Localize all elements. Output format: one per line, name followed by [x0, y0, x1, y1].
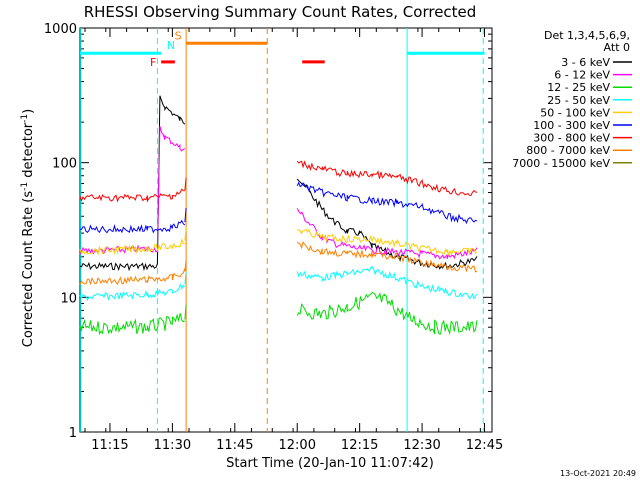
- x-tick-label: 12:00: [279, 438, 316, 453]
- x-tick-label: 12:30: [403, 438, 440, 453]
- series-line: [296, 241, 478, 273]
- legend-label: 6 - 12 keV: [554, 69, 610, 82]
- legend-label: 7000 - 15000 keV: [512, 157, 610, 170]
- series-line: [184, 271, 187, 285]
- series-line: [156, 125, 186, 249]
- series-2: [79, 291, 478, 336]
- series-line: [296, 207, 478, 260]
- y-tick-label: 100: [52, 157, 77, 172]
- series-line: [79, 261, 158, 272]
- status-label: N: [167, 39, 175, 52]
- footer-date: 13-Oct-2021 20:49: [560, 469, 636, 478]
- series-line: [184, 260, 187, 272]
- legend-label: 12 - 25 keV: [547, 81, 610, 94]
- y-axis-label-mid: detector: [21, 122, 36, 182]
- series-line: [156, 95, 186, 265]
- series-line: [79, 188, 185, 203]
- y-axis-label-main: Corrected Count Rate (s: [21, 191, 36, 348]
- series-line: [79, 283, 186, 301]
- legend-label: 300 - 800 keV: [533, 132, 610, 145]
- y-axis-label-end: ): [21, 109, 36, 114]
- y-axis-label: Corrected Count Rate (s-1 detector-1): [20, 109, 36, 347]
- series-line: [79, 238, 186, 256]
- y-tick-label: 1000: [44, 22, 77, 37]
- series-6: [79, 160, 478, 203]
- legend-header: Att 0: [604, 41, 630, 54]
- status-label: F: [150, 56, 156, 69]
- x-axis-label: Start Time (20-Jan-10 11:07:42): [226, 456, 434, 471]
- series-line: [184, 304, 187, 320]
- plot-frame: [79, 27, 493, 433]
- x-tick-label: 12:15: [341, 438, 378, 453]
- series-line: [79, 219, 186, 234]
- x-tick-label: 11:15: [91, 438, 128, 453]
- legend-label: 800 - 7000 keV: [526, 144, 610, 157]
- series-line: [79, 268, 186, 286]
- x-tick-label: 12:45: [466, 438, 503, 453]
- series-line: [296, 265, 478, 300]
- series-line: [297, 228, 478, 257]
- y-tick-label: 1: [69, 426, 77, 441]
- series-line: [296, 181, 478, 225]
- series-line: [79, 313, 186, 336]
- x-tick-label: 11:30: [154, 438, 191, 453]
- series-4: [79, 227, 478, 257]
- series-5: [79, 181, 478, 234]
- chart-title: RHESSI Observing Summary Count Rates, Co…: [84, 3, 477, 21]
- plot-area: 1 10 100 1000 11:15 11:30 11:45 12:00 12:15 12:30…: [44, 22, 503, 453]
- legend-header: Det 1,3,4,5,6,9,: [544, 29, 630, 42]
- series-line: [184, 207, 187, 223]
- legend-label: 100 - 300 keV: [533, 119, 610, 132]
- y-axis-label-sup2: -1: [20, 114, 30, 123]
- legend-label: 3 - 6 keV: [561, 56, 610, 69]
- status-label: S: [175, 29, 182, 42]
- series-line: [296, 291, 478, 336]
- series-7: [79, 241, 478, 286]
- legend-label: 25 - 50 keV: [547, 94, 610, 107]
- y-tick-label: 10: [60, 291, 77, 306]
- series-3: [79, 265, 478, 301]
- series-line: [184, 227, 187, 241]
- series-line: [296, 160, 478, 196]
- y-axis-label-sup1: -1: [20, 182, 30, 191]
- legend-label: 50 - 100 keV: [540, 106, 610, 119]
- x-tick-label: 11:45: [216, 438, 253, 453]
- series-line: [184, 177, 187, 191]
